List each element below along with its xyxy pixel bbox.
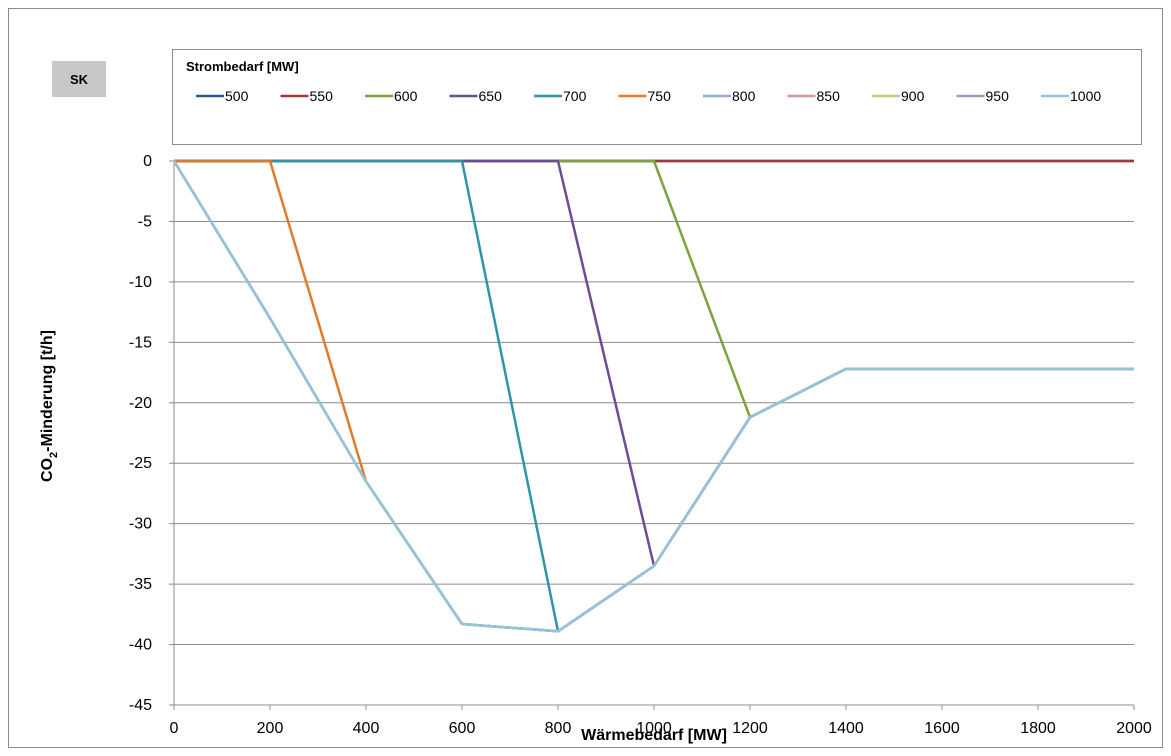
x-tick-label-4: 800 <box>545 720 572 737</box>
legend-label-700: 700 <box>563 88 587 104</box>
y-tick-label-8: -40 <box>129 637 152 654</box>
y-tick-labels: 0 -5 -10 -15 -20 -25 -30 -35 -40 -45 <box>129 153 152 714</box>
chart-badge: SK <box>52 61 106 97</box>
y-tick-label-2: -10 <box>129 274 152 291</box>
x-axis-title: Wärmebedarf [MW] <box>581 727 727 744</box>
x-tick-label-5: 1000 <box>636 720 672 737</box>
axes <box>169 160 1135 710</box>
legend-label-1000: 1000 <box>1070 88 1101 104</box>
legend-label-550: 550 <box>310 88 334 104</box>
x-tick-label-9: 1800 <box>1020 720 1056 737</box>
y-tick-label-3: -15 <box>129 334 152 351</box>
badge-box <box>52 61 106 97</box>
legend-label-900: 900 <box>901 88 925 104</box>
legend-label-650: 650 <box>479 88 503 104</box>
y-tick-label-5: -25 <box>129 455 152 472</box>
y-tick-label-7: -35 <box>129 576 152 593</box>
legend-label-600: 600 <box>394 88 418 104</box>
x-tick-label-0: 0 <box>170 720 179 737</box>
legend-label-950: 950 <box>986 88 1010 104</box>
y-axis-title-sub: 2 <box>48 452 60 458</box>
legend: Strombedarf [MW] 500 550 600 650 700 750 800 85… <box>172 49 1142 145</box>
y-axis-title-main: CO <box>39 458 56 482</box>
legend-items: 500 550 600 650 700 750 800 850 900 950 1000 <box>196 88 1101 104</box>
legend-label-500: 500 <box>225 88 249 104</box>
y-tick-label-6: -30 <box>129 516 152 533</box>
legend-label-750: 750 <box>648 88 672 104</box>
x-tick-label-1: 200 <box>257 720 284 737</box>
series-line-1000 <box>172 160 1134 633</box>
y-tick-label-9: -45 <box>129 697 152 714</box>
badge-label: SK <box>70 72 89 87</box>
y-axis-title: CO2-Minderung [t/h] <box>39 330 60 482</box>
y-tick-label-1: -5 <box>138 213 152 230</box>
y-tick-label-4: -20 <box>129 395 152 412</box>
x-tick-label-8: 1600 <box>924 720 960 737</box>
x-tick-label-3: 600 <box>449 720 476 737</box>
x-tick-labels: 0 200 400 600 800 1000 1200 1400 1600 1800 2000 <box>170 720 1152 737</box>
y-tick-label-0: 0 <box>143 153 152 170</box>
x-tick-label-7: 1400 <box>828 720 864 737</box>
x-tick-label-10: 2000 <box>1116 720 1152 737</box>
legend-label-800: 800 <box>732 88 756 104</box>
legend-label-850: 850 <box>817 88 841 104</box>
series-lines <box>172 159 1134 633</box>
x-tick-label-6: 1200 <box>732 720 768 737</box>
x-tick-label-2: 400 <box>353 720 380 737</box>
legend-title: Strombedarf [MW] <box>186 59 299 74</box>
y-axis-title-rest: -Minderung [t/h] <box>39 330 56 452</box>
